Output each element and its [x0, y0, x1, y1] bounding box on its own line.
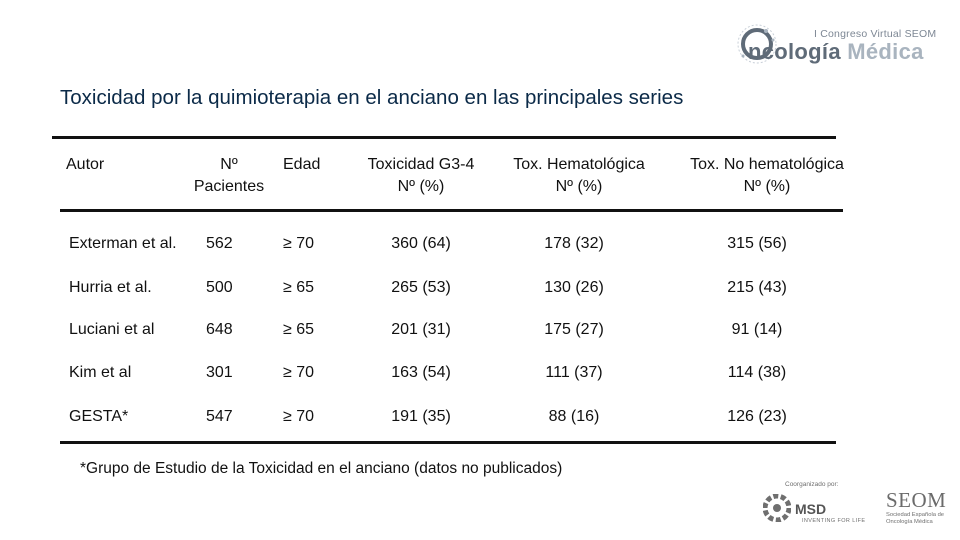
table-header-rule [60, 209, 843, 212]
cell-edad: ≥ 70 [283, 408, 315, 425]
cell-edad: ≥ 65 [283, 279, 315, 296]
logo-word-medica: Médica [840, 39, 924, 64]
msd-logo-icon [763, 494, 791, 522]
table-row: GESTA* 547 ≥ 70 191 (35) 88 (16) 126 (23… [0, 406, 960, 436]
cell-n: 547 [206, 408, 233, 425]
cell-hem: 111 (37) [545, 364, 603, 381]
seom-logo-text: SEOM [886, 488, 947, 512]
cell-g34: 201 (31) [391, 321, 451, 338]
seom-logo-subtitle: Sociedad Española de Oncología Médica [886, 512, 945, 525]
congress-label: I Congreso Virtual SEOM [814, 28, 937, 40]
coorganized-label: Coorganizado por: [785, 481, 839, 488]
cell-nohem: 126 (23) [727, 408, 787, 425]
header-tox-no-hematologica: Tox. No hematológica Nº (%) [672, 154, 862, 198]
header-g34-line1: Toxicidad G3-4 [367, 156, 475, 173]
cell-hem: 175 (27) [544, 321, 604, 338]
header-n-line1: Nº [220, 156, 238, 173]
header-g34-line2: Nº (%) [397, 178, 445, 195]
cell-hem: 130 (26) [544, 279, 604, 296]
table-footnote: *Grupo de Estudio de la Toxicidad en el … [80, 460, 563, 477]
table-row: Kim et al 301 ≥ 70 163 (54) 111 (37) 114… [0, 362, 960, 392]
header-toxicidad-g34: Toxicidad G3-4 Nº (%) [346, 154, 496, 198]
logo-word-oncologia: ncología [748, 39, 841, 64]
header-n-line2: Pacientes [193, 178, 265, 195]
cell-nohem: 114 (38) [727, 364, 787, 381]
cell-g34: 163 (54) [391, 364, 451, 381]
header-edad: Edad [283, 154, 320, 176]
cell-autor: Hurria et al. [69, 279, 152, 296]
header-nohem-line1: Tox. No hematológica [690, 156, 844, 173]
cell-nohem: 215 (43) [727, 279, 787, 296]
cell-autor: Luciani et al [69, 321, 155, 338]
msd-logo-text: MSD [795, 501, 827, 517]
cell-nohem: 315 (56) [727, 235, 787, 252]
congress-logo-text: ncología Médica [748, 39, 924, 65]
cell-g34: 191 (35) [391, 408, 451, 425]
msd-tagline: INVENTING FOR LIFE [802, 518, 866, 524]
slide-title: Toxicidad por la quimioterapia en el anc… [60, 86, 684, 109]
cell-n: 648 [206, 321, 233, 338]
table-row: Luciani et al 648 ≥ 65 201 (31) 175 (27)… [0, 319, 960, 349]
cell-n: 500 [206, 279, 233, 296]
cell-autor: GESTA* [69, 408, 129, 425]
cell-g34: 265 (53) [391, 279, 451, 296]
cell-hem: 88 (16) [548, 408, 600, 425]
table-row: Hurria et al. 500 ≥ 65 265 (53) 130 (26)… [0, 277, 960, 307]
header-tox-hematologica: Tox. Hematológica Nº (%) [496, 154, 662, 198]
cell-autor: Exterman et al. [69, 235, 177, 252]
table-bottom-rule [60, 441, 836, 444]
cell-autor: Kim et al [69, 364, 132, 381]
header-hem-line1: Tox. Hematológica [513, 156, 645, 173]
cell-g34: 360 (64) [391, 235, 451, 252]
cell-nohem: 91 (14) [731, 321, 783, 338]
cell-n: 301 [206, 364, 233, 381]
header-n-pacientes: Nº Pacientes [182, 154, 276, 198]
cell-edad: ≥ 70 [283, 364, 315, 381]
header-autor-text: Autor [66, 156, 105, 173]
cell-edad: ≥ 70 [283, 235, 315, 252]
table-row: Exterman et al. 562 ≥ 70 360 (64) 178 (3… [0, 233, 960, 263]
cell-n: 562 [206, 235, 233, 252]
cell-edad: ≥ 65 [283, 321, 315, 338]
congress-logo-icon [737, 24, 777, 64]
header-autor: Autor [66, 154, 104, 176]
cell-hem: 178 (32) [544, 235, 604, 252]
header-edad-text: Edad [283, 156, 321, 173]
header-nohem-line2: Nº (%) [743, 178, 791, 195]
table-top-rule [52, 136, 836, 139]
header-hem-line2: Nº (%) [555, 178, 603, 195]
